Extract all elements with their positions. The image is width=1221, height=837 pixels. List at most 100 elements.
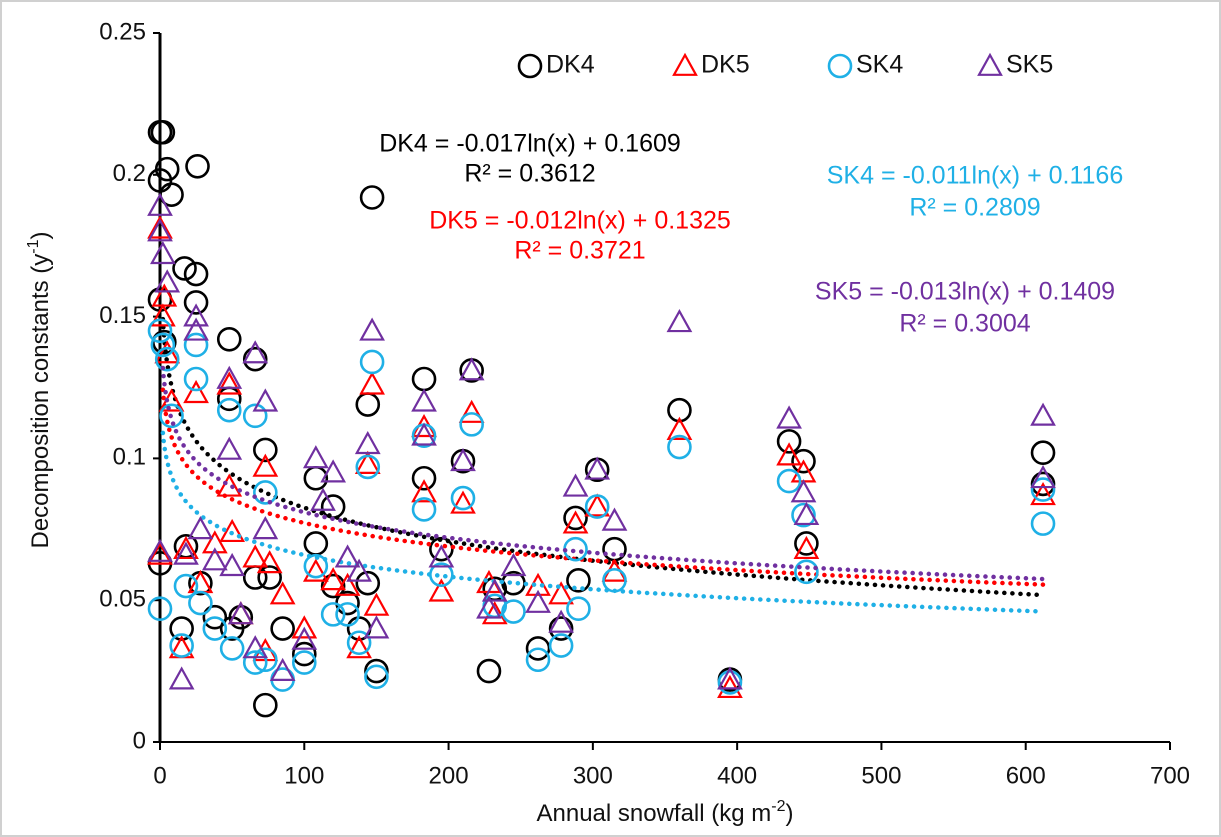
x-tick-label: 200 [429, 762, 469, 789]
point [320, 602, 346, 627]
series [147, 215, 1056, 699]
point [320, 459, 347, 483]
point [359, 317, 385, 341]
point [252, 388, 279, 412]
point [183, 332, 209, 358]
point [168, 666, 195, 690]
point [242, 650, 268, 675]
point [363, 615, 390, 639]
point [1030, 440, 1056, 466]
point [291, 626, 318, 650]
point [147, 541, 173, 565]
point [791, 448, 816, 474]
point [450, 447, 476, 472]
point [666, 309, 693, 333]
point [458, 357, 485, 381]
point [717, 670, 743, 695]
point [776, 468, 802, 494]
point [173, 541, 199, 565]
point [411, 479, 437, 503]
point [253, 437, 278, 463]
x-label-text: Annual snowfall (kg m [536, 800, 771, 827]
point [1030, 477, 1056, 502]
point [242, 346, 268, 372]
point [346, 630, 372, 656]
point [566, 596, 591, 622]
x-tick-label: 100 [284, 762, 324, 789]
point [428, 578, 455, 602]
point [216, 397, 242, 423]
point [201, 547, 228, 571]
point [794, 559, 819, 585]
x-tick-label: 0 [153, 762, 166, 789]
point [291, 650, 317, 675]
point [793, 501, 820, 526]
point [252, 453, 279, 477]
point [183, 366, 209, 392]
trendline-equation: SK5 = -0.013ln(x) + 0.1409 [815, 278, 1115, 306]
point [257, 565, 282, 590]
point [183, 261, 209, 287]
point [242, 340, 269, 364]
point [173, 573, 199, 599]
point [183, 317, 209, 341]
point [150, 119, 176, 145]
point [151, 283, 178, 307]
trendline [160, 387, 1046, 587]
x-label-sup: -2 [771, 798, 785, 815]
point [666, 416, 693, 440]
point [346, 635, 372, 659]
point [147, 215, 173, 239]
point [216, 326, 242, 352]
point [187, 516, 214, 540]
point [411, 497, 437, 522]
trendline-equation: DK4 = -0.017ln(x) + 0.1609 [379, 130, 681, 158]
point [150, 303, 176, 327]
point [269, 581, 296, 605]
point [302, 558, 329, 582]
point [525, 636, 551, 661]
point [563, 505, 588, 531]
point [202, 604, 228, 630]
legend-label: SK5 [1006, 51, 1053, 79]
point [154, 156, 180, 182]
point [242, 544, 269, 568]
point [500, 552, 527, 577]
point [147, 596, 173, 622]
x-label-end: ) [786, 800, 794, 827]
point [794, 531, 819, 556]
x-axis-label: Annual snowfall (kg m-2) [536, 798, 793, 827]
y-tick-label: 0.05 [99, 586, 146, 613]
y-label-sup: -1 [25, 239, 42, 253]
point [302, 445, 329, 469]
point [450, 485, 476, 511]
point [364, 664, 389, 690]
y-axis-label: Decomposition constants (y-1) [25, 231, 54, 548]
point [363, 592, 390, 616]
point [601, 507, 628, 531]
point [411, 388, 437, 412]
x-tick-label: 500 [861, 762, 901, 789]
point [354, 450, 381, 474]
point [359, 349, 385, 375]
point [219, 518, 246, 543]
point [355, 570, 381, 596]
point [458, 399, 485, 423]
point [303, 553, 329, 579]
point [253, 647, 278, 673]
point [335, 602, 360, 627]
point [320, 573, 346, 599]
point [201, 530, 228, 554]
point [476, 595, 502, 619]
point [150, 240, 176, 265]
point [216, 365, 243, 389]
point [253, 692, 278, 718]
point [169, 633, 194, 658]
x-tick-label: 300 [573, 762, 613, 789]
point [150, 332, 176, 358]
y-tick-label: 0 [133, 727, 146, 754]
point [548, 581, 574, 605]
point [1030, 402, 1056, 426]
x-tick-label: 600 [1006, 762, 1046, 789]
legend-marker [517, 53, 543, 79]
